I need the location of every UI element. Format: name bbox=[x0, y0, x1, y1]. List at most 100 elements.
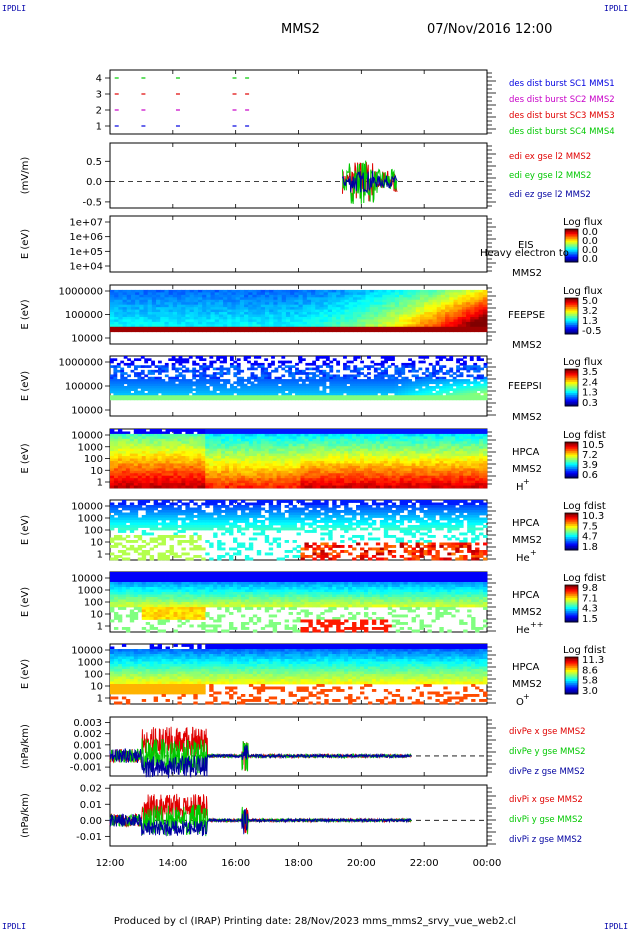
panel-feepsi: 10000 100000 1000000 E (eV) Log flux3.52.41.… bbox=[20, 355, 603, 423]
hpca-o-colorbar-tick-1: 8.6 bbox=[582, 665, 598, 676]
feepse-colorbar-tick-1: 3.2 bbox=[582, 306, 598, 317]
hpca-he-colorbar-tick-0: 10.3 bbox=[582, 511, 604, 522]
hpca-o-ytick-1: 10 bbox=[90, 682, 103, 693]
hpca-o-ytick-3: 1000 bbox=[78, 658, 103, 669]
hpca-he-colorbar-tick-2: 4.7 bbox=[582, 532, 598, 543]
hpca-hepp-species-sup: ++ bbox=[530, 620, 543, 629]
eis-ytick-2: 1e+06 bbox=[69, 232, 103, 243]
divpe-legend-1: divPe y gse MMS2 bbox=[509, 747, 586, 757]
eis-colorbar-tick-1: 0.0 bbox=[582, 236, 598, 247]
hpca-he-ytick-0: 1 bbox=[97, 550, 103, 561]
divpi-series-2 bbox=[109, 809, 412, 837]
hpca-h-label-1: MMS2 bbox=[512, 464, 542, 475]
feepsi-colorbar-tick-0: 3.5 bbox=[582, 367, 598, 378]
panel-burst: 1 2 3 4 des dist burst SC1 MMS1 des dist burs… bbox=[96, 69, 615, 137]
eis-overlay: Heavy electron to bbox=[480, 248, 569, 259]
divpe-legend-2: divPe z gse MMS2 bbox=[509, 767, 585, 777]
hpca-o-label-0: HPCA bbox=[512, 662, 540, 673]
hpca-o-species: O bbox=[516, 697, 524, 708]
corner-label-bottom-right: IPDLI bbox=[604, 922, 629, 931]
divpi-ytick-1: 0.00 bbox=[80, 816, 102, 827]
hpca-h-ytick-0: 1 bbox=[97, 478, 103, 489]
feepsi-ytick-2: 1000000 bbox=[58, 358, 103, 369]
hpca-hepp-ylabel: E (eV) bbox=[20, 587, 31, 617]
hpca-he-colorbar-tick-1: 7.5 bbox=[582, 521, 598, 532]
hpca-h-label-0: HPCA bbox=[512, 447, 540, 458]
burst-legend-1: des dist burst SC2 MMS2 bbox=[509, 95, 615, 105]
panel-feepse: 10000 100000 1000000 E (eV) Log flux5.03.21.… bbox=[20, 284, 603, 351]
feepsi-colorbar-title: Log flux bbox=[563, 357, 603, 368]
hpca-hepp-label-1: MMS2 bbox=[512, 607, 542, 618]
divpi-legend-1: divPi y gse MMS2 bbox=[509, 815, 583, 825]
footer-credit: Produced by cl (IRAP) Printing date: 28/… bbox=[113, 916, 517, 927]
feepse-colorbar-tick-0: 5.0 bbox=[582, 296, 598, 307]
hpca-hepp-colorbar-tick-3: 1.5 bbox=[582, 614, 598, 625]
divpe-series-2 bbox=[109, 744, 412, 779]
divpi-ytick-0: -0.01 bbox=[76, 832, 102, 843]
eis-ylabel: E (eV) bbox=[20, 229, 31, 259]
divpi-legend-2: divPi z gse MMS2 bbox=[509, 835, 582, 845]
edi-ytick-1: 0.0 bbox=[86, 177, 102, 188]
divpi-ytick-2: 0.01 bbox=[80, 800, 102, 811]
hpca-he-label-1: MMS2 bbox=[512, 535, 542, 546]
feepse-colorbar-title: Log flux bbox=[563, 286, 603, 297]
hpca-he-species-sup: + bbox=[530, 548, 537, 557]
time-axis: 12:00 14:00 16:00 18:00 20:00 22:00 00:00 bbox=[96, 858, 502, 869]
burst-legend-2: des dist burst SC3 MMS3 bbox=[509, 111, 615, 121]
hpca-h-colorbar-tick-3: 0.6 bbox=[582, 470, 598, 481]
feepsi-ytick-1: 100000 bbox=[65, 382, 103, 393]
panel-divpi: -0.01 0.00 0.01 0.02 (nPa/km) divPi x gse MMS… bbox=[20, 784, 583, 847]
divpe-ylabel: (nPa/km) bbox=[20, 724, 31, 769]
feepse-label-0: FEEPSE bbox=[508, 310, 545, 321]
divpe-ytick-3: 0.002 bbox=[73, 729, 102, 740]
feepsi-label-0: FEEPSI bbox=[508, 381, 542, 392]
hpca-he-colorbar-title: Log fdist bbox=[563, 501, 606, 512]
hpca-o-label-1: MMS2 bbox=[512, 679, 542, 690]
feepsi-colorbar-tick-1: 2.4 bbox=[582, 377, 598, 388]
time-tick-2: 16:00 bbox=[221, 858, 250, 869]
hpca-he-ylabel: E (eV) bbox=[20, 515, 31, 545]
time-tick-5: 22:00 bbox=[410, 858, 439, 869]
feepse-colorbar-tick-2: 1.3 bbox=[582, 316, 598, 327]
time-tick-1: 14:00 bbox=[158, 858, 187, 869]
hpca-he-ytick-2: 100 bbox=[84, 526, 103, 537]
burst-ytick-0: 1 bbox=[96, 122, 102, 133]
eis-colorbar-tick-2: 0.0 bbox=[582, 245, 598, 256]
eis-colorbar-title: Log flux bbox=[563, 217, 603, 228]
feepsi-ylabel: E (eV) bbox=[20, 371, 31, 401]
divpi-ytick-3: 0.02 bbox=[80, 784, 102, 795]
hpca-h-ytick-3: 1000 bbox=[78, 442, 103, 453]
divpe-ytick-0: -0.001 bbox=[70, 763, 102, 774]
time-tick-6: 00:00 bbox=[473, 858, 502, 869]
eis-label-0: EIS bbox=[518, 240, 534, 251]
hpca-hepp-species: He bbox=[516, 625, 530, 636]
hpca-o-colorbar-tick-0: 11.3 bbox=[582, 655, 604, 666]
feepse-ylabel: E (eV) bbox=[20, 299, 31, 329]
feepse-ytick-1: 100000 bbox=[65, 310, 103, 321]
feepsi-colorbar-tick-2: 1.3 bbox=[582, 388, 598, 399]
burst-ytick-3: 4 bbox=[96, 74, 102, 85]
hpca-hepp-colorbar-tick-1: 7.1 bbox=[582, 593, 598, 604]
divpe-ytick-2: 0.001 bbox=[73, 740, 102, 751]
feepse-ytick-2: 1000000 bbox=[58, 287, 103, 298]
eis-colorbar-tick-0: 0.0 bbox=[582, 227, 598, 238]
edi-legend-0: edi ex gse l2 MMS2 bbox=[509, 152, 591, 162]
hpca-h-species-sup: + bbox=[523, 477, 530, 486]
hpca-o-colorbar-tick-2: 5.8 bbox=[582, 676, 598, 687]
burst-legend-3: des dist burst SC4 MMS4 bbox=[509, 127, 615, 137]
edi-series-2 bbox=[342, 170, 398, 193]
hpca-o-ytick-0: 1 bbox=[97, 694, 103, 705]
hpca-he-ytick-4: 10000 bbox=[71, 502, 103, 513]
eis-ytick-3: 1e+07 bbox=[69, 218, 103, 229]
hpca-he-label-0: HPCA bbox=[512, 518, 540, 529]
feepse-label-1: MMS2 bbox=[512, 340, 542, 351]
hpca-h-colorbar-title: Log fdist bbox=[563, 430, 606, 441]
eis-ytick-1: 1e+05 bbox=[69, 247, 103, 258]
hpca-he-species: He bbox=[516, 553, 530, 564]
time-tick-0: 12:00 bbox=[96, 858, 125, 869]
